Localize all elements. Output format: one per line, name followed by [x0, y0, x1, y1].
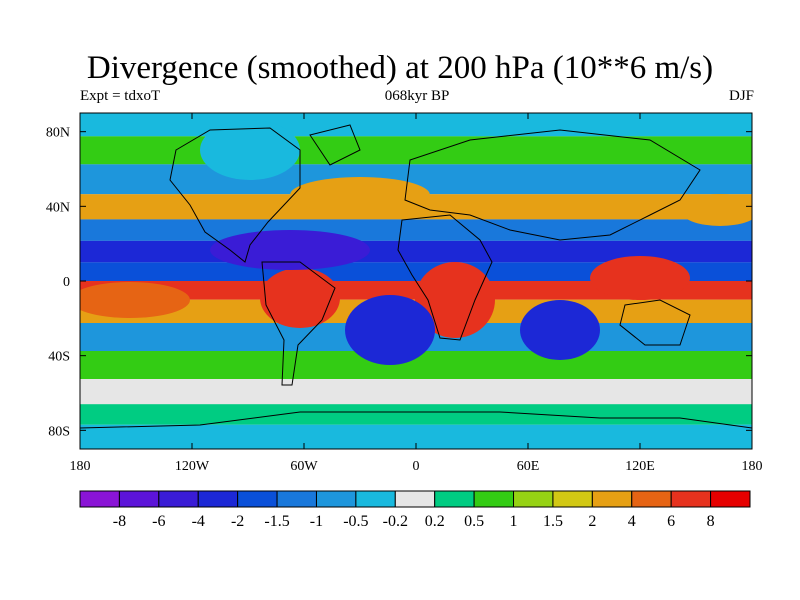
field-band	[80, 404, 752, 425]
colorbar-swatch	[591, 490, 633, 508]
colorbar-swatch	[513, 490, 554, 508]
colorbar-swatch	[276, 490, 317, 508]
field-band	[80, 379, 752, 405]
colorbar-swatch	[197, 490, 239, 508]
colorbar-label: -4	[192, 513, 205, 530]
colorbar-swatch	[710, 490, 751, 508]
coastline-south-america	[261, 261, 336, 386]
x-tick-label: 180	[742, 459, 763, 474]
colorbar-swatch	[394, 490, 436, 508]
colorbar-label: 0.5	[464, 513, 484, 530]
experiment-label: Expt = tdxoT	[80, 88, 161, 104]
colorbar-label: -2	[231, 513, 244, 530]
coastline-australia	[619, 299, 691, 346]
y-tick-label: 80N	[46, 126, 70, 141]
colorbar-swatch	[158, 490, 199, 508]
season-label: DJF	[728, 88, 754, 104]
period-label: 068kyr BP	[384, 88, 450, 104]
coastline-eurasia	[404, 129, 701, 241]
divergence-field	[80, 113, 752, 449]
colorbar-swatch	[631, 490, 672, 508]
colorbar-label: 6	[667, 513, 675, 530]
colorbar-label: 4	[628, 513, 636, 530]
x-tick-label: 60E	[517, 459, 540, 474]
colorbar-label: 8	[707, 513, 715, 530]
colorbar-swatch	[552, 490, 593, 508]
x-tick-label: 120W	[175, 459, 210, 474]
x-tick-label: 60W	[290, 459, 318, 474]
colorbar-swatch	[79, 490, 120, 508]
colorbar-label: -0.5	[343, 513, 368, 530]
feature-south-america	[260, 268, 340, 328]
colorbar-swatch	[473, 490, 515, 508]
colorbar-label: -1.5	[264, 513, 289, 530]
field-band	[80, 219, 752, 241]
y-tick-label: 80S	[48, 424, 70, 439]
colorbar-label: -6	[152, 513, 165, 530]
x-axis: 180 120W 60W 0 60E 120E 180	[70, 113, 763, 474]
coastline-antarctica	[80, 411, 752, 429]
colorbar-swatch	[237, 490, 278, 508]
y-tick-label: 40S	[48, 350, 70, 365]
feature-north-pacific	[680, 194, 752, 226]
colorbar-label: 1	[510, 513, 518, 530]
coastline-greenland	[309, 124, 361, 166]
colorbar-label: 0.2	[425, 513, 445, 530]
colorbar-label: 2	[588, 513, 596, 530]
feature-north-atlantic	[290, 177, 430, 213]
colorbar-swatch	[434, 490, 475, 508]
colorbar-swatch	[315, 490, 357, 508]
feature-africa	[415, 262, 495, 338]
feature-indian-ocean	[520, 300, 600, 360]
x-tick-label: 180	[70, 459, 91, 474]
colorbar-label: -8	[113, 513, 126, 530]
feature-maritime-continent	[590, 256, 690, 300]
colorbar-label: 1.5	[543, 513, 563, 530]
x-tick-label: 120E	[625, 459, 655, 474]
colorbar-label: -1	[310, 513, 323, 530]
y-axis: 80N 40N 0 40S 80S	[46, 126, 752, 439]
colorbar-label: -0.2	[383, 513, 408, 530]
coastlines	[80, 124, 752, 429]
feature-east-pacific	[80, 282, 190, 318]
colorbar: -8 -6 -4 -2 -1.5 -1 -0.5 -0.2 0.2 0.5 1 1.5 2 4 6 8	[79, 490, 751, 530]
feature-caribbean-convergence	[210, 230, 370, 270]
colorbar-swatch	[670, 490, 712, 508]
map-title: Divergence (smoothed) at 200 hPa (10**6 …	[86, 50, 714, 86]
colorbar-swatch	[118, 490, 160, 508]
coastline-north-america	[169, 127, 301, 263]
coastline-africa	[397, 214, 493, 341]
y-tick-label: 0	[63, 275, 70, 290]
colorbar-swatch	[355, 490, 396, 508]
feature-north-america	[200, 120, 300, 180]
field-band	[80, 281, 752, 300]
x-tick-label: 0	[413, 459, 420, 474]
y-tick-label: 40N	[46, 200, 70, 215]
feature-south-atlantic	[345, 295, 435, 365]
